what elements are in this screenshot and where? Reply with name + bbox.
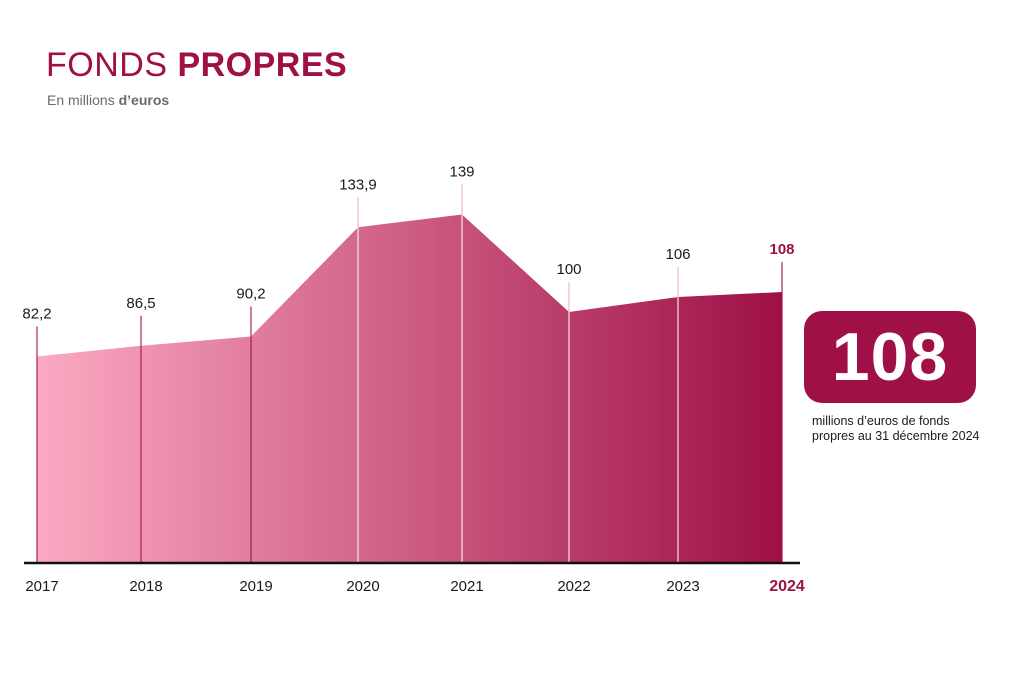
callout-value-box: 108 (804, 311, 976, 403)
title-bold: PROPRES (177, 46, 348, 84)
page-subtitle: En millions d’euros (47, 93, 169, 107)
data-label-2021: 139 (449, 164, 474, 181)
data-label-2018: 86,5 (126, 295, 155, 312)
page-title: FONDS PROPRES (46, 48, 347, 82)
data-label-2020: 133,9 (339, 176, 377, 193)
data-label-2023: 106 (665, 246, 690, 263)
x-tick-label-2022: 2022 (557, 578, 590, 595)
title-light: FONDS (46, 46, 168, 84)
data-label-2017: 82,2 (22, 306, 51, 323)
subtitle-bold: d’euros (118, 92, 170, 108)
x-tick-label-2021: 2021 (450, 578, 483, 595)
x-tick-label-2020: 2020 (346, 578, 379, 595)
data-label-2019: 90,2 (236, 286, 265, 303)
callout-description: millions d’euros de fonds propres au 31 … (812, 414, 980, 443)
x-tick-label-2024: 2024 (769, 578, 805, 595)
area-series (37, 214, 782, 562)
x-tick-label-2017: 2017 (25, 578, 58, 595)
callout-value: 108 (831, 319, 949, 395)
x-tick-label-2023: 2023 (666, 578, 699, 595)
data-label-2022: 100 (556, 261, 581, 278)
x-tick-label-2019: 2019 (239, 578, 272, 595)
data-label-2024: 108 (769, 241, 794, 258)
subtitle-light: En millions (47, 92, 115, 108)
x-tick-label-2018: 2018 (129, 578, 162, 595)
